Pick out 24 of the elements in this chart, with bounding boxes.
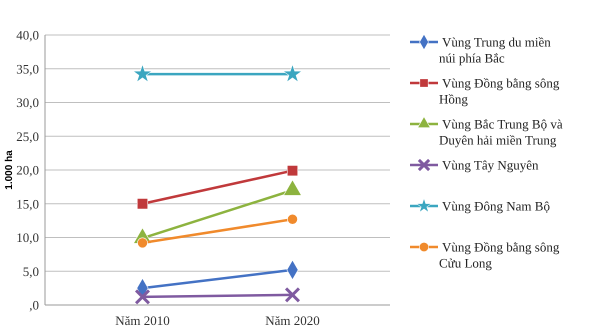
y-tick-label: 15,0 bbox=[16, 196, 39, 212]
x-tick-label: Năm 2010 bbox=[115, 313, 170, 328]
y-tick-label: 20,0 bbox=[16, 162, 39, 178]
y-tick-label: ,0 bbox=[29, 298, 39, 313]
legend-label: Vùng Bắc Trung Bộ và Duyên hải miền Trung bbox=[439, 116, 563, 148]
y-tick-label: 25,0 bbox=[16, 128, 39, 144]
legend-label: Vùng Tây Nguyên bbox=[442, 158, 540, 173]
legend-label: Vùng Đông Nam Bộ bbox=[442, 198, 550, 214]
y-tick-label: 5,0 bbox=[22, 264, 39, 279]
y-tick-label: 35,0 bbox=[16, 61, 39, 76]
x-tick-label: Năm 2020 bbox=[265, 313, 320, 328]
y-tick-label: 30,0 bbox=[16, 95, 39, 110]
y-axis-title: 1.000 ha bbox=[4, 150, 15, 190]
point bbox=[286, 165, 298, 176]
legend-label: Vùng Trung du miền núi phía Bắc bbox=[439, 34, 552, 66]
point bbox=[287, 214, 298, 225]
point bbox=[136, 198, 148, 210]
point bbox=[282, 64, 302, 82]
legend-label: Vùng Đồng bằng sông Cửu Long bbox=[439, 240, 560, 271]
point bbox=[132, 64, 152, 82]
point bbox=[284, 286, 300, 303]
y-tick-label: 10,0 bbox=[16, 230, 39, 246]
legend-label: Vùng Đồng bằng sông Hồng bbox=[439, 76, 560, 107]
y-tick-label: 40,0 bbox=[16, 28, 39, 43]
